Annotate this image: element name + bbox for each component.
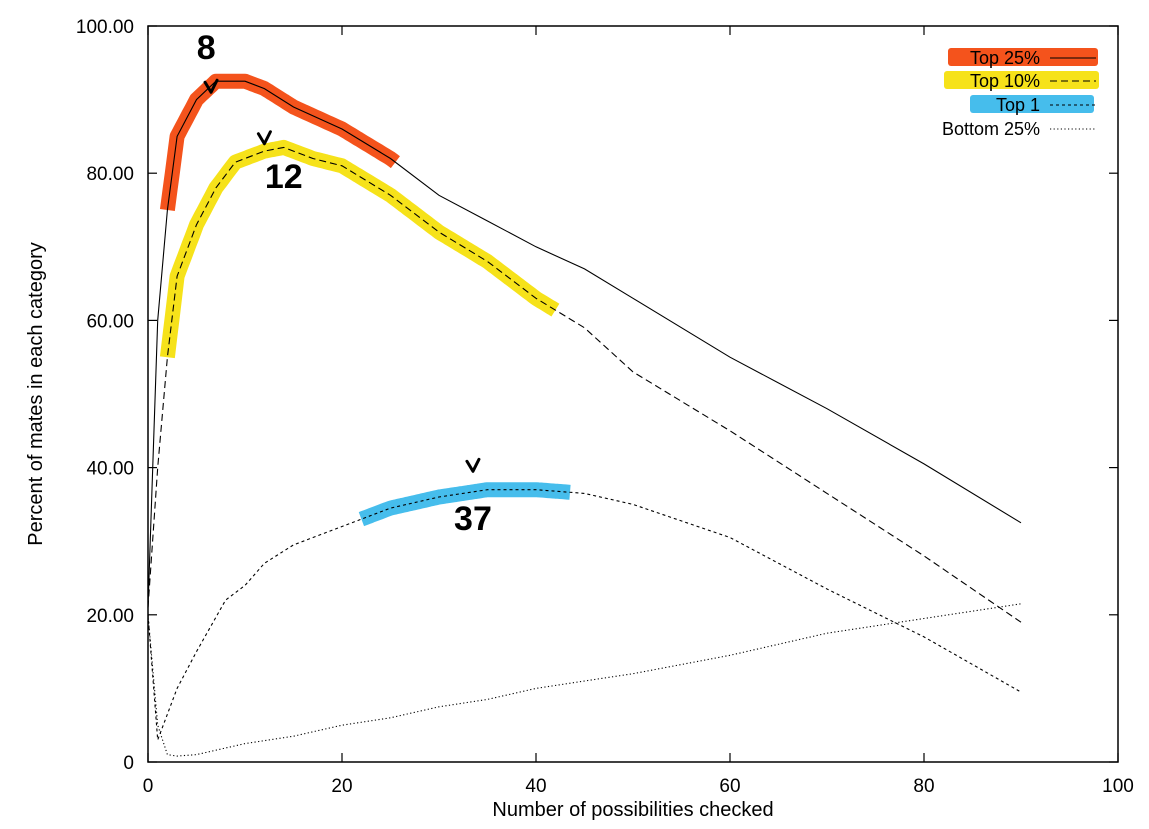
x-tick-label: 80 bbox=[913, 776, 934, 797]
y-tick-label: 60.00 bbox=[86, 311, 134, 332]
annotation-check-mark bbox=[465, 457, 481, 473]
x-tick-label: 0 bbox=[143, 776, 154, 797]
y-tick-label: 100.00 bbox=[76, 17, 134, 38]
y-tick-label: 20.00 bbox=[86, 606, 134, 627]
series-line-top-25pct bbox=[147, 80, 1022, 608]
legend-highlight-top-25pct bbox=[948, 48, 1098, 66]
series-line-top-10pct bbox=[147, 146, 1022, 623]
x-tick-label: 60 bbox=[719, 776, 740, 797]
y-axis: 0 20.00 40.00 60.00 80.00 100.00 bbox=[76, 17, 1118, 774]
plot-frame bbox=[147, 25, 1119, 763]
highlight-strokes bbox=[159, 73, 575, 527]
y-tick-label: 0 bbox=[123, 753, 134, 774]
x-axis: 0 20 40 60 80 100 bbox=[143, 26, 1134, 797]
series-lines bbox=[147, 80, 1022, 757]
legend-label-top-25pct: Top 25% bbox=[970, 48, 1040, 68]
annotation-check-mark bbox=[203, 78, 219, 94]
legend-label-top-10pct: Top 10% bbox=[970, 71, 1040, 91]
series-line-bottom-25pct bbox=[147, 603, 1022, 757]
x-tick-label: 100 bbox=[1102, 776, 1134, 797]
y-tick-label: 40.00 bbox=[86, 459, 134, 480]
legend-label-top-1: Top 1 bbox=[996, 95, 1040, 115]
y-axis-label: Percent of mates in each category bbox=[25, 242, 47, 546]
legend-highlight-top-1 bbox=[970, 95, 1094, 113]
legend-label-bottom-25pct: Bottom 25% bbox=[942, 119, 1040, 139]
annotation-12: 12 bbox=[265, 158, 303, 196]
y-tick-label: 80.00 bbox=[86, 164, 134, 185]
x-tick-label: 40 bbox=[525, 776, 546, 797]
annotation-check-mark bbox=[256, 130, 272, 146]
legend: Top 25% Top 10% Top 1 Bottom 25% bbox=[942, 48, 1099, 139]
series-line-top-1 bbox=[147, 489, 1022, 741]
handwritten-annotations: 8 12 37 bbox=[197, 29, 492, 538]
x-tick-label: 20 bbox=[331, 776, 352, 797]
legend-highlight-top-10pct bbox=[944, 71, 1099, 89]
annotation-37: 37 bbox=[454, 500, 492, 538]
x-axis-label: Number of possibilities checked bbox=[492, 799, 773, 821]
highlight-top-10pct bbox=[159, 139, 561, 359]
annotation-8: 8 bbox=[197, 29, 216, 67]
